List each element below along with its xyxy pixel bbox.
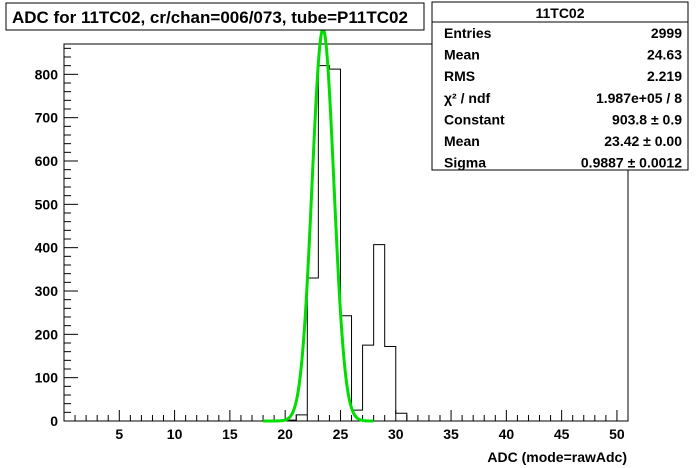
histogram-bin xyxy=(396,413,407,421)
plot-frame xyxy=(63,43,629,422)
stats-label: Entries xyxy=(444,25,492,41)
stats-label: Mean xyxy=(444,133,480,149)
x-tick-label: 50 xyxy=(609,426,625,442)
histogram-bin xyxy=(318,66,329,421)
stats-value: 23.42 ± 0.00 xyxy=(604,133,682,149)
x-tick-label: 25 xyxy=(333,426,349,442)
histogram-bin xyxy=(385,346,396,421)
histogram-bin xyxy=(307,278,318,421)
stats-label: Sigma xyxy=(444,155,486,171)
stats-label: χ² / ndf xyxy=(444,90,490,106)
stats-label: Constant xyxy=(444,111,505,127)
y-tick-label: 300 xyxy=(35,283,59,299)
x-tick-label: 20 xyxy=(277,426,293,442)
y-tick-label: 400 xyxy=(35,240,59,256)
x-tick-label: 35 xyxy=(443,426,459,442)
histogram-bin xyxy=(374,245,385,421)
histogram-bin xyxy=(296,415,307,421)
x-tick-label: 15 xyxy=(222,426,238,442)
y-tick-label: 500 xyxy=(35,196,59,212)
fit-curve xyxy=(263,27,374,423)
x-tick-label: 40 xyxy=(499,426,515,442)
y-tick-label: 600 xyxy=(35,153,59,169)
title-box xyxy=(5,2,425,31)
stats-value: 903.8 ± 0.9 xyxy=(612,111,682,127)
stats-label: Mean xyxy=(444,47,480,63)
histogram xyxy=(274,65,408,422)
x-axis: 5 10 15 20 25 30 35 40 45 50 xyxy=(74,410,629,442)
stats-value: 1.987e+05 / 8 xyxy=(596,90,682,106)
x-tick-label: 10 xyxy=(167,426,183,442)
histogram-bin xyxy=(363,345,374,421)
y-axis: 0 100 200 300 400 500 600 700 800 xyxy=(35,47,78,429)
x-axis-label: ADC (mode=rawAdc) xyxy=(487,449,627,465)
y-tick-label: 800 xyxy=(35,66,59,82)
stats-label: RMS xyxy=(444,68,475,84)
stats-box: 11TC02 Entries 2999 Mean 24.63 RMS 2.219 χ² / … xyxy=(431,1,689,171)
chart-title: ADC for 11TC02, cr/chan=006/073, tube=P1… xyxy=(12,8,408,27)
stats-value: 24.63 xyxy=(647,47,682,63)
stats-value: 2.219 xyxy=(647,68,682,84)
x-tick-label: 45 xyxy=(554,426,570,442)
x-tick-label: 5 xyxy=(115,426,123,442)
x-tick-label: 30 xyxy=(388,426,404,442)
y-tick-label: 0 xyxy=(50,413,58,429)
stats-title: 11TC02 xyxy=(535,5,584,21)
y-tick-label: 200 xyxy=(35,326,59,342)
stats-value: 2999 xyxy=(651,25,682,41)
y-tick-label: 700 xyxy=(35,110,59,126)
histogram-outline xyxy=(274,65,408,422)
stats-value: 0.9887 ± 0.0012 xyxy=(581,155,682,171)
gaussian-fit xyxy=(263,27,374,423)
y-tick-label: 100 xyxy=(35,370,59,386)
